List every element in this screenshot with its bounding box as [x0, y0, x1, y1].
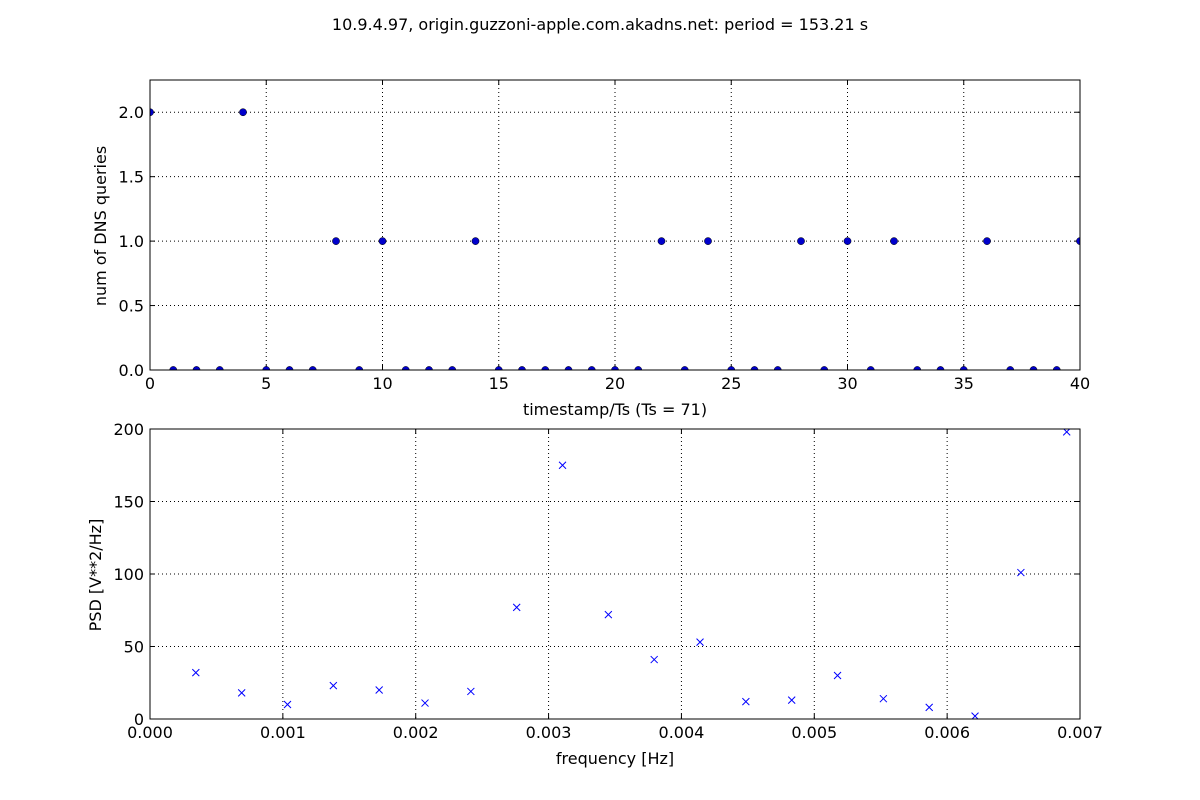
- bottom-xtick-label: 0.007: [1057, 723, 1103, 742]
- bottom-series: [191, 429, 1071, 719]
- top-point: [657, 237, 666, 245]
- bottom-point: [558, 461, 567, 470]
- bottom-xtick-label: 0.001: [260, 723, 306, 742]
- bottom-plot-xlabel: frequency [Hz]: [556, 749, 674, 768]
- top-xtick-label: 0: [145, 374, 155, 393]
- bottom-frame: [149, 428, 1081, 720]
- top-ytick-label: 2.0: [119, 103, 144, 122]
- top-xtick-label: 30: [837, 374, 857, 393]
- bottom-ytick-label: 50: [124, 638, 144, 657]
- top-xtick-label: 25: [721, 374, 741, 393]
- bottom-point: [696, 638, 704, 647]
- top-xtick-label: 35: [954, 374, 974, 393]
- top-ytick-label: 1.0: [119, 232, 144, 251]
- bottom-ytick-label: 150: [113, 493, 144, 512]
- bottom-point: [925, 703, 934, 712]
- top-plot-ylabel: num of DNS queries: [91, 146, 110, 306]
- bottom-xtick-label: 0.005: [791, 723, 837, 742]
- top-xtick-label: 40: [1070, 374, 1090, 393]
- top-point: [150, 108, 154, 117]
- bottom-point: [421, 699, 429, 707]
- bottom-point: [375, 686, 384, 694]
- bottom-xtick-label: 0.003: [526, 723, 572, 742]
- bottom-plot: frequency [Hz] PSD [V**2/Hz] 0.000 0.001 0…: [86, 420, 1103, 768]
- top-point: [843, 237, 852, 245]
- top-point: [890, 237, 898, 245]
- bottom-ytick-label: 100: [113, 565, 144, 584]
- bottom-point: [879, 694, 888, 703]
- top-plot: timestamp/Ts (Ts = 71) num of DNS querie…: [91, 79, 1090, 419]
- bottom-point: [650, 655, 659, 664]
- bottom-point: [283, 700, 292, 709]
- bottom-point: [971, 712, 979, 719]
- bottom-point: [833, 671, 842, 680]
- top-xtick-label: 15: [489, 374, 509, 393]
- bottom-plot-ylabel: PSD [V**2/Hz]: [86, 519, 105, 632]
- top-point: [704, 237, 712, 245]
- top-point: [471, 237, 480, 245]
- top-plot-xlabel: timestamp/Ts (Ts = 71): [523, 400, 707, 419]
- bottom-point: [604, 610, 613, 619]
- top-point: [1076, 237, 1080, 245]
- bottom-xtick-label: 0.000: [127, 723, 173, 742]
- top-point: [239, 108, 247, 117]
- top-ytick-label: 0.0: [119, 361, 144, 380]
- bottom-point: [742, 697, 750, 706]
- bottom-point: [787, 696, 796, 705]
- top-frame: [149, 79, 1081, 371]
- top-point: [797, 237, 805, 245]
- figure-title: 10.9.4.97, origin.guzzoni-apple.com.akad…: [332, 15, 868, 34]
- top-point: [332, 237, 340, 245]
- bottom-xtick-label: 0.004: [659, 723, 705, 742]
- top-point: [378, 237, 387, 245]
- top-xtick-label: 20: [605, 374, 625, 393]
- bottom-point: [466, 687, 475, 696]
- bottom-point: [512, 603, 521, 612]
- bottom-point: [237, 689, 246, 697]
- bottom-point: [329, 681, 338, 690]
- bottom-point: [1017, 568, 1025, 577]
- bottom-ytick-label: 0: [134, 710, 144, 729]
- bottom-xtick-label: 0.002: [393, 723, 439, 742]
- top-point: [983, 237, 991, 245]
- top-xtick-label: 10: [372, 374, 392, 393]
- bottom-xtick-label: 0.006: [924, 723, 970, 742]
- bottom-ytick-label: 200: [113, 420, 144, 439]
- top-ytick-label: 1.5: [119, 168, 144, 187]
- bottom-point: [191, 668, 200, 677]
- top-xtick-label: 5: [261, 374, 271, 393]
- bottom-point: [1062, 429, 1071, 436]
- top-series: [150, 108, 1080, 370]
- top-ytick-label: 0.5: [119, 297, 144, 316]
